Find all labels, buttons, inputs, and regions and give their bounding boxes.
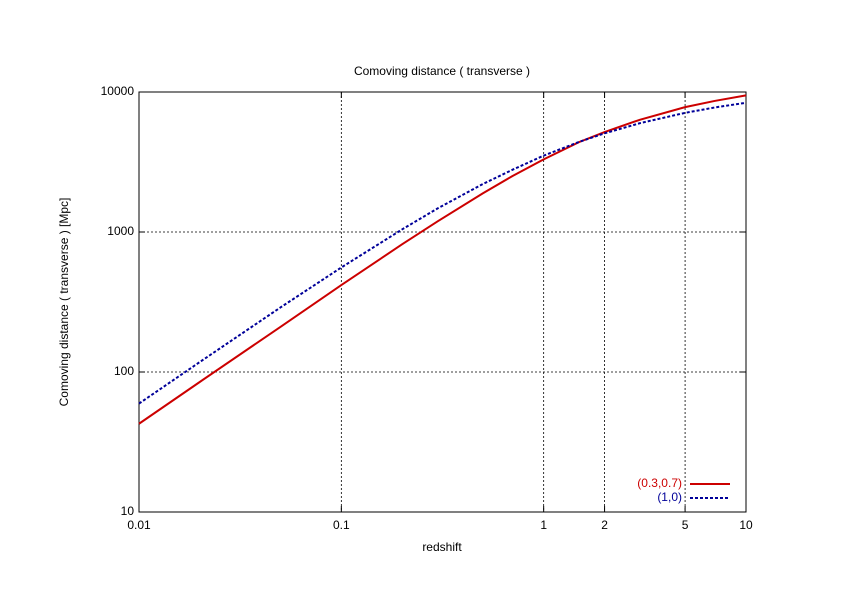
x-tick-label: 10 <box>739 518 753 532</box>
series-line <box>138 101 747 405</box>
x-tick-label: 0.1 <box>333 518 350 532</box>
y-tick-label: 10000 <box>101 84 135 98</box>
x-axis-label: redshift <box>422 540 462 554</box>
x-tick-label: 2 <box>601 518 608 532</box>
y-tick-label: 100 <box>114 364 134 378</box>
y-tick-label: 10 <box>121 504 135 518</box>
x-tick-label: 0.01 <box>127 518 151 532</box>
legend-label: (1,0) <box>657 490 682 504</box>
series-line <box>138 94 747 425</box>
plot-frame <box>138 91 747 513</box>
x-tick-label: 1 <box>540 518 547 532</box>
legend-label: (0.3,0.7) <box>637 476 682 490</box>
x-tick-label: 5 <box>682 518 689 532</box>
chart-title: Comoving distance ( transverse ) <box>354 64 530 78</box>
y-tick-label: 1000 <box>107 224 134 238</box>
y-axis-label: Comoving distance ( transverse ) [Mpc] <box>57 198 71 407</box>
